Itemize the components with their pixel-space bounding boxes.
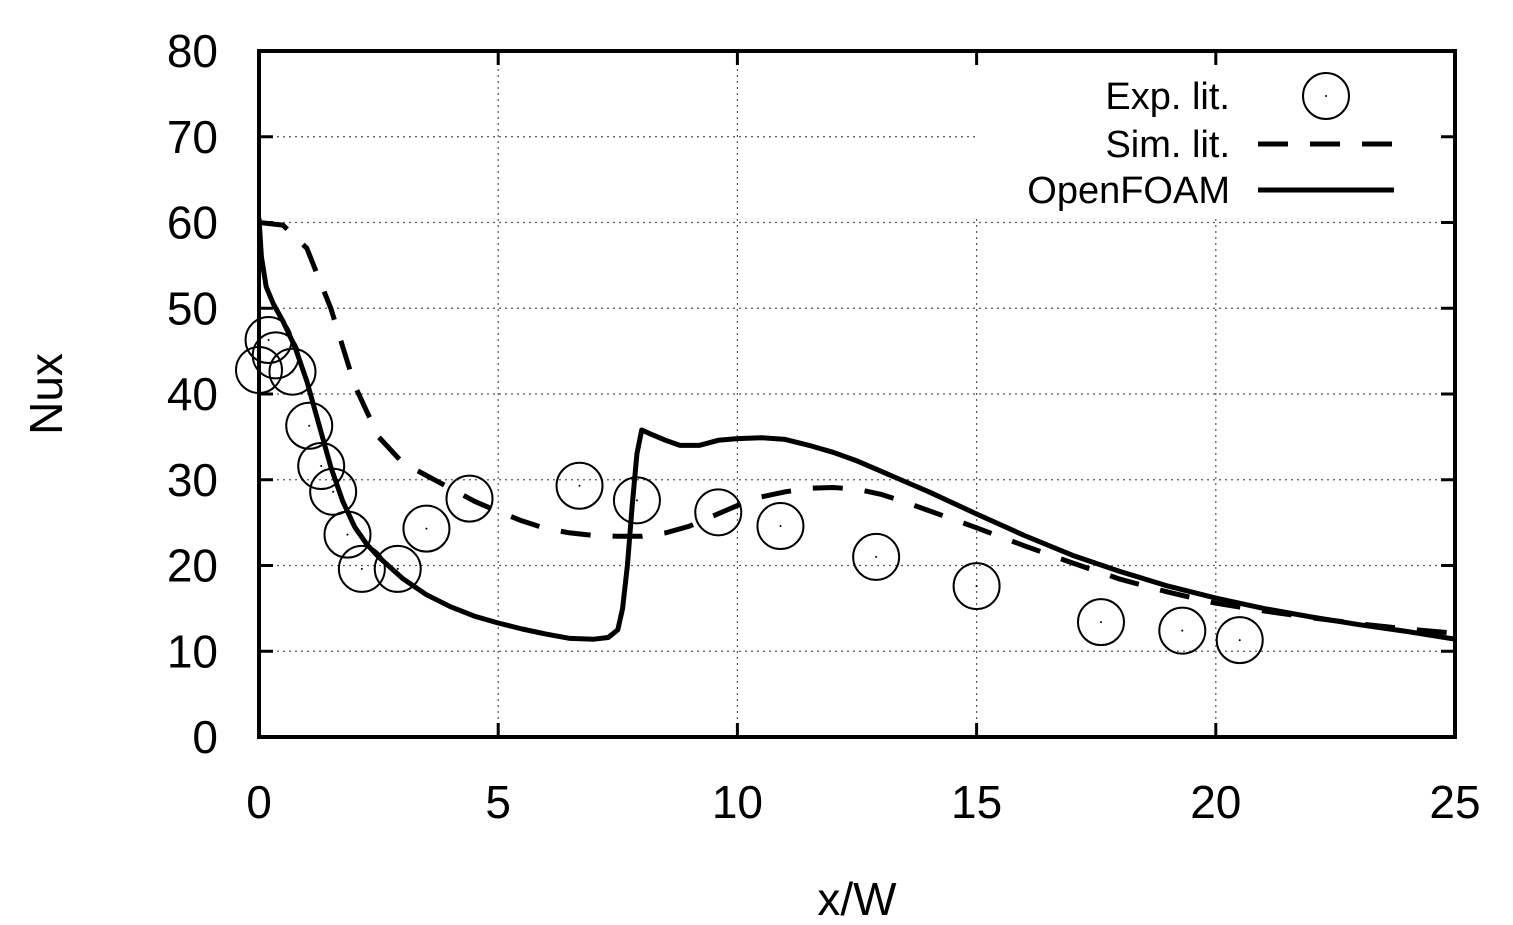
exp-lit-point xyxy=(852,532,901,581)
y-tick-label: 0 xyxy=(192,711,218,763)
y-tick-label: 50 xyxy=(167,282,218,334)
exp-lit-point xyxy=(268,347,317,396)
exp-lit-point xyxy=(952,562,1001,611)
exp-lit-point-center xyxy=(360,567,363,570)
y-tick-label: 70 xyxy=(167,111,218,163)
exp-lit-point xyxy=(373,544,422,593)
legend: Exp. lit. Sim. lit.OpenFOAM xyxy=(975,68,1443,218)
exp-lit-point-center xyxy=(332,490,335,493)
y-tick-label: 40 xyxy=(167,368,218,420)
y-tick-label: 80 xyxy=(167,25,218,77)
exp-lit-point xyxy=(445,474,494,523)
exp-lit-point-center xyxy=(425,527,428,530)
exp-lit-point-center xyxy=(875,555,878,558)
x-tick-label: 15 xyxy=(951,776,1002,828)
exp-lit-point xyxy=(337,544,386,593)
y-tick-label: 20 xyxy=(167,540,218,592)
exp-lit-point-center xyxy=(267,338,270,341)
exp-lit-point-center xyxy=(320,465,323,468)
exp-lit-point-center xyxy=(975,585,978,588)
exp-lit-point-center xyxy=(308,424,311,427)
exp-lit-point-center xyxy=(1181,629,1184,632)
openfoam-line xyxy=(259,218,1455,642)
x-axis-title: x/W xyxy=(817,873,897,925)
exp-lit-point-center xyxy=(635,499,638,502)
tick-labels: 0 5 10 15 20 25 0 10 20 30 40 50 60 70 80 xyxy=(167,25,1481,828)
exp-lit-point xyxy=(694,488,743,537)
exp-lit-point-center xyxy=(779,525,782,528)
x-tick-label: 20 xyxy=(1190,776,1241,828)
exp-lit-point xyxy=(1158,606,1207,655)
exp-lit-point xyxy=(1215,616,1264,665)
exp-lit-point-center xyxy=(1238,639,1241,642)
exp-lit-point xyxy=(285,401,334,450)
exp-lit-point-center xyxy=(578,484,581,487)
y-tick-label: 60 xyxy=(167,197,218,249)
legend-label: OpenFOAM xyxy=(1027,170,1230,212)
exp-lit-point xyxy=(555,461,604,510)
legend-marker-center xyxy=(1325,95,1327,97)
x-tick-label: 0 xyxy=(246,776,272,828)
x-tick-label: 10 xyxy=(712,776,763,828)
sim-lit-line xyxy=(259,220,1455,636)
y-axis-title: Nux xyxy=(20,353,72,435)
exp-lit-point xyxy=(756,502,805,551)
y-tick-label: 30 xyxy=(167,454,218,506)
legend-label: Sim. lit. xyxy=(1105,124,1230,166)
exp-lit-point-center xyxy=(396,567,399,570)
exp-lit-point xyxy=(297,442,346,491)
exp-lit-point-center xyxy=(346,533,349,536)
exp-lit-point-center xyxy=(1099,621,1102,624)
tick-marks xyxy=(257,49,1457,739)
legend-label: Exp. lit. xyxy=(1105,76,1230,118)
exp-lit-point xyxy=(1076,598,1125,647)
y-tick-label: 10 xyxy=(167,625,218,677)
exp-lit-point-center xyxy=(291,370,294,373)
legend-marker-circle xyxy=(1302,72,1350,120)
exp-lit-point xyxy=(402,504,451,553)
x-tick-label: 5 xyxy=(485,776,511,828)
x-tick-label: 25 xyxy=(1429,776,1480,828)
